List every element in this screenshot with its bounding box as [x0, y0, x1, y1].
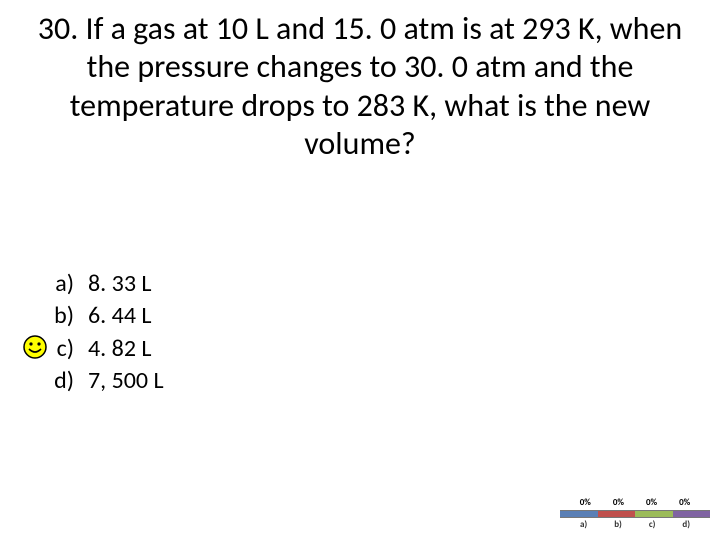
poll-seg-c [635, 511, 673, 517]
poll-percent: 0% [679, 497, 690, 508]
option-text: 6. 44 L [80, 300, 152, 332]
option-text: 8. 33 L [80, 268, 152, 300]
option-a[interactable]: a) 8. 33 L [50, 268, 164, 300]
poll-label: c) [649, 519, 656, 530]
poll-percents: 0% 0% 0% 0% [580, 497, 691, 508]
poll-label: d) [682, 519, 690, 530]
poll-label: a) [580, 519, 587, 530]
poll-bar [560, 510, 710, 518]
poll-seg-a [560, 511, 598, 517]
poll-percent: 0% [613, 497, 624, 508]
option-b[interactable]: b) 6. 44 L [50, 300, 164, 332]
question-text: 30. If a gas at 10 L and 15. 0 atm is at… [0, 0, 720, 164]
option-letter: b) [50, 300, 80, 332]
poll-label: b) [614, 519, 622, 530]
smiley-icon [22, 334, 48, 365]
poll-percent: 0% [580, 497, 591, 508]
option-letter: c) [50, 333, 80, 365]
poll-widget: 0% 0% 0% 0% a) b) c) d) [560, 497, 710, 530]
options-list: a) 8. 33 L b) 6. 44 L c) 4. 82 L d) 7, 5… [50, 268, 164, 398]
option-text: 7, 500 L [80, 365, 164, 397]
option-text: 4. 82 L [80, 333, 152, 365]
poll-labels: a) b) c) d) [580, 519, 690, 530]
option-c[interactable]: c) 4. 82 L [50, 333, 164, 365]
poll-seg-b [598, 511, 636, 517]
option-d[interactable]: d) 7, 500 L [50, 365, 164, 397]
option-letter: a) [50, 268, 80, 300]
poll-percent: 0% [646, 497, 657, 508]
poll-seg-d [673, 511, 711, 517]
option-letter: d) [50, 365, 80, 397]
